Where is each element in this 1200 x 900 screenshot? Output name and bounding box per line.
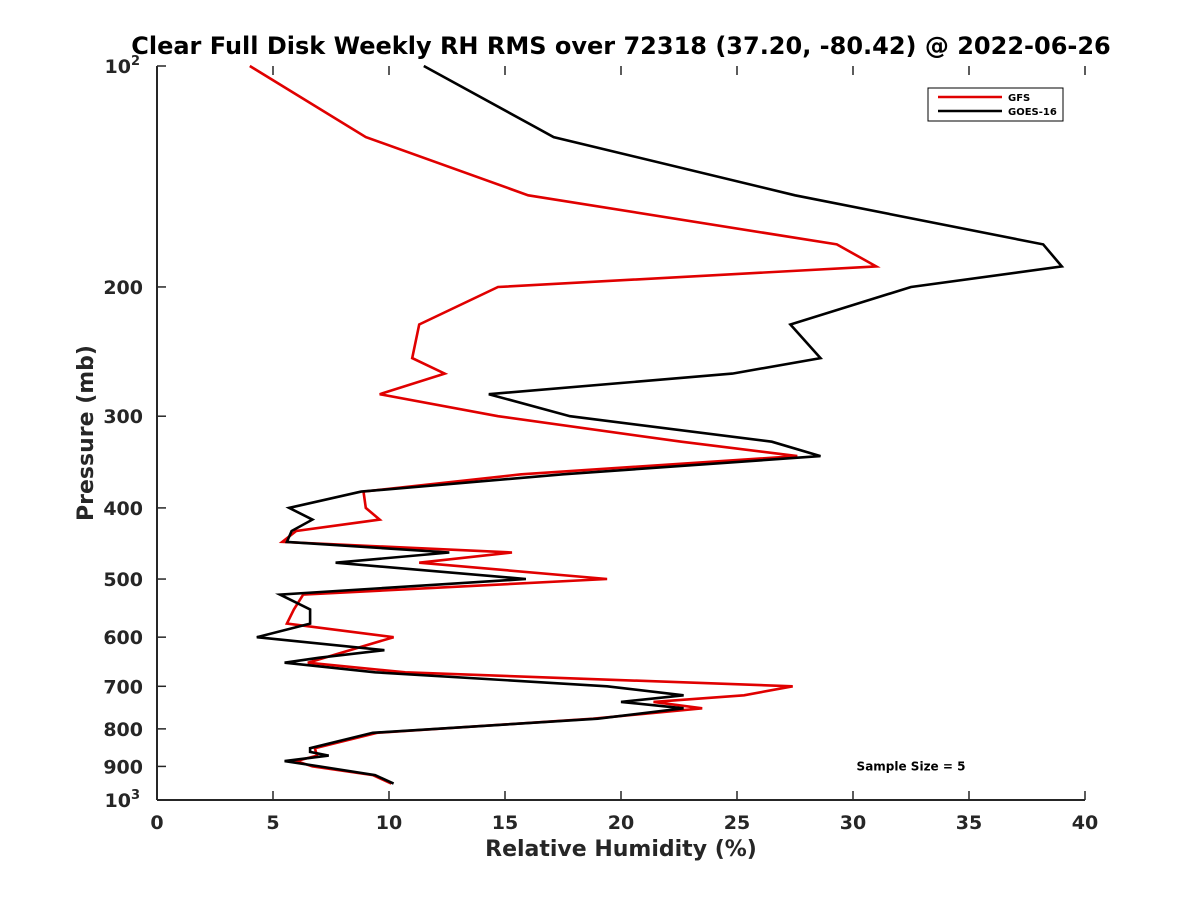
y-tick-exponent: 3 [131,788,140,803]
plot-area: 0 5 10 15 20 25 30 35 40 10 220030040050060070080… [103,54,1098,834]
y-tick-label: 10 [105,790,131,812]
x-tick-label: 40 [1072,812,1098,834]
series-line-goes-16 [256,64,1065,785]
y-tick-exponent: 2 [131,54,140,69]
x-tick-label: 0 [150,812,163,834]
x-tick-label: 10 [376,812,402,834]
chart-title: Clear Full Disk Weekly RH RMS over 72318… [131,32,1111,60]
x-tick-label: 25 [724,812,750,834]
y-tick-label: 300 [103,406,143,428]
sample-size-annotation: Sample Size = 5 [857,759,966,773]
x-tick-label: 5 [266,812,279,834]
y-axis-label: Pressure (mb) [74,345,99,521]
y-tick-label: 600 [103,627,143,649]
legend: GFS GOES-16 [927,87,1064,122]
x-tick-label: 30 [840,812,866,834]
y-tick-label: 10 [105,56,131,78]
x-tick-label: 20 [608,812,634,834]
legend-label-gfs: GFS [1008,93,1030,104]
y-tick-label: 400 [103,498,143,520]
x-tick-label: 35 [956,812,982,834]
legend-label-goes16: GOES-16 [1008,107,1057,118]
y-tick-label: 200 [103,277,143,299]
x-axis-label: Relative Humidity (%) [485,837,757,862]
x-tick-label: 15 [492,812,518,834]
y-tick-label: 900 [103,756,143,778]
legend-box [927,87,1064,122]
x-axis-ticks: 0 5 10 15 20 25 30 35 40 [150,66,1098,834]
y-tick-label: 800 [103,719,143,741]
y-tick-label: 500 [103,569,143,591]
series-layer [249,64,1065,785]
y-tick-label: 700 [103,676,143,698]
